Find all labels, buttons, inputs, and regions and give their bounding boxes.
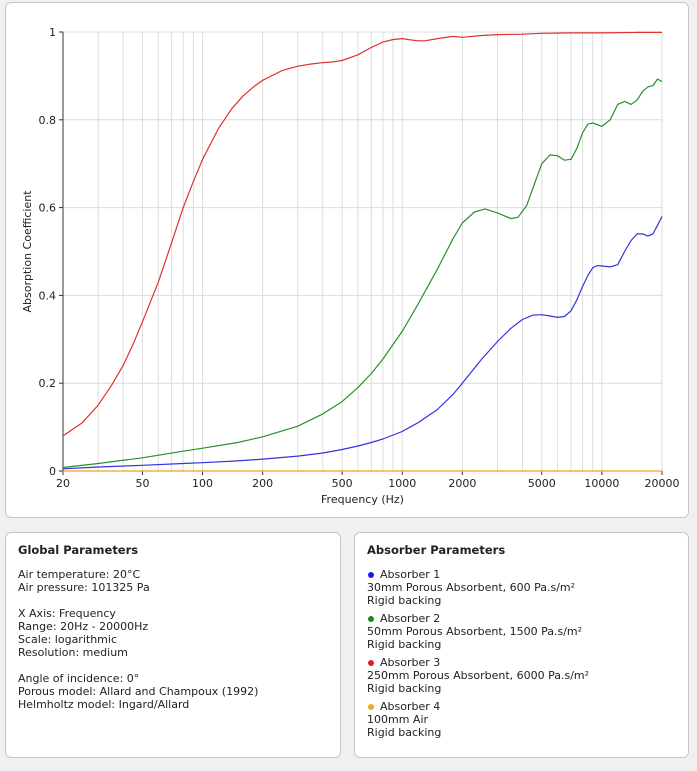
absorber-parameters-title: Absorber Parameters [367,543,506,557]
param-x-axis: X Axis: Frequency [18,607,116,620]
param-air-temperature: Air temperature: 20°C [18,568,141,581]
y-axis-title: Absorption Coefficient [21,190,34,313]
absorber-name: Absorber 1 [380,568,441,581]
global-parameters-panel: Global Parameters Air temperature: 20°C … [5,532,341,758]
param-resolution: Resolution: medium [18,646,128,659]
absorber-entry: Absorber 3 250mm Porous Absorbent, 6000 … [367,656,676,695]
y-tick-label: 0.2 [39,377,57,390]
absorber-description: 100mm Air [367,713,429,726]
absorber-1-dot-icon [368,571,374,578]
absorber-backing: Rigid backing [367,638,442,651]
param-group: Angle of incidence: 0° Porous model: All… [18,672,328,711]
param-helmholtz-model: Helmholtz model: Ingard/Allard [18,698,190,711]
absorber-name: Absorber 3 [380,656,441,669]
x-tick-label: 1000 [388,477,416,490]
series-line-absorber-2 [62,78,663,469]
absorber-entry: Absorber 1 30mm Porous Absorbent, 600 Pa… [367,568,676,607]
global-parameters-body: Air temperature: 20°C Air pressure: 1013… [18,568,328,711]
absorber-parameters-panel: Absorber Parameters Absorber 1 30mm Poro… [354,532,689,758]
absorber-backing: Rigid backing [367,726,442,739]
param-range: Range: 20Hz - 20000Hz [18,620,149,633]
absorber-4-dot-icon [368,703,374,710]
absorber-entry: Absorber 4 100mm Air Rigid backing [367,700,676,739]
absorber-backing: Rigid backing [367,594,442,607]
absorber-header: Absorber 3 [367,656,676,669]
chart-panel: 0 0.2 0.4 0.6 0.8 1 20 50 100 200 500 1000 2000 5000 1… [5,2,689,518]
param-group: X Axis: Frequency Range: 20Hz - 20000Hz … [18,607,328,659]
global-parameters-title: Global Parameters [18,543,139,557]
y-tick-label: 0.6 [39,202,57,215]
absorber-description: 30mm Porous Absorbent, 600 Pa.s/m² [367,581,576,594]
absorption-chart: 0 0.2 0.4 0.6 0.8 1 20 50 100 200 500 1000 2000 5000 1… [21,26,680,506]
x-tick-label: 2000 [448,477,476,490]
absorber-name: Absorber 2 [380,612,441,625]
absorber-3-dot-icon [368,659,374,666]
absorber-description: 250mm Porous Absorbent, 6000 Pa.s/m² [367,669,590,682]
param-porous-model: Porous model: Allard and Champoux (1992) [18,685,259,698]
absorber-description: 50mm Porous Absorbent, 1500 Pa.s/m² [367,625,583,638]
absorber-entry: Absorber 2 50mm Porous Absorbent, 1500 P… [367,612,676,651]
param-angle-of-incidence: Angle of incidence: 0° [18,672,140,685]
x-tick-label: 5000 [528,477,556,490]
series-line-absorber-3 [62,31,662,437]
x-tick-label: 200 [252,477,273,490]
absorber-backing: Rigid backing [367,682,442,695]
absorber-header: Absorber 2 [367,612,676,625]
absorber-name: Absorber 4 [380,700,441,713]
param-group: Air temperature: 20°C Air pressure: 1013… [18,568,328,594]
x-tick-label: 20000 [645,477,680,490]
y-tick-label: 0.4 [39,289,57,302]
x-tick-label: 20 [56,477,70,490]
absorber-header: Absorber 1 [367,568,676,581]
series-lines [62,31,663,472]
y-tick-label: 0.8 [39,114,57,127]
series-line-absorber-1 [62,216,663,470]
x-axis-title: Frequency (Hz) [321,493,404,506]
y-tick-label: 0 [49,465,56,478]
x-tick-label: 100 [192,477,213,490]
param-air-pressure: Air pressure: 101325 Pa [18,581,150,594]
x-tick-label: 10000 [584,477,619,490]
y-tick-label: 1 [49,26,56,39]
x-tick-label: 500 [332,477,353,490]
x-tick-label: 50 [135,477,149,490]
param-scale: Scale: logarithmic [18,633,117,646]
absorber-2-dot-icon [368,615,374,622]
absorber-header: Absorber 4 [367,700,676,713]
plot-area [63,32,662,471]
